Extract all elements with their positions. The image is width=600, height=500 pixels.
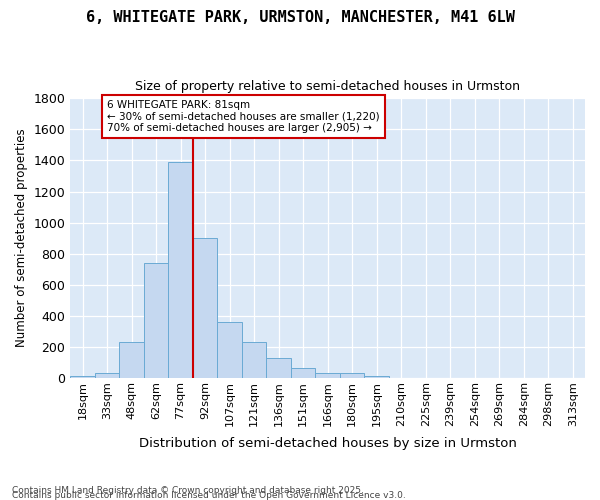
Bar <box>316 374 340 378</box>
Bar <box>119 342 144 378</box>
Bar <box>340 374 364 378</box>
Bar <box>217 322 242 378</box>
Text: 6, WHITEGATE PARK, URMSTON, MANCHESTER, M41 6LW: 6, WHITEGATE PARK, URMSTON, MANCHESTER, … <box>86 10 514 25</box>
Text: 6 WHITEGATE PARK: 81sqm
← 30% of semi-detached houses are smaller (1,220)
70% of: 6 WHITEGATE PARK: 81sqm ← 30% of semi-de… <box>107 100 380 133</box>
Bar <box>144 263 169 378</box>
X-axis label: Distribution of semi-detached houses by size in Urmston: Distribution of semi-detached houses by … <box>139 437 517 450</box>
Bar <box>242 342 266 378</box>
Bar <box>70 376 95 378</box>
Text: Contains HM Land Registry data © Crown copyright and database right 2025.: Contains HM Land Registry data © Crown c… <box>12 486 364 495</box>
Bar <box>364 376 389 378</box>
Bar <box>193 238 217 378</box>
Bar <box>169 162 193 378</box>
Bar <box>95 374 119 378</box>
Bar <box>291 368 316 378</box>
Bar <box>266 358 291 378</box>
Title: Size of property relative to semi-detached houses in Urmston: Size of property relative to semi-detach… <box>135 80 520 93</box>
Text: Contains public sector information licensed under the Open Government Licence v3: Contains public sector information licen… <box>12 491 406 500</box>
Y-axis label: Number of semi-detached properties: Number of semi-detached properties <box>15 129 28 348</box>
